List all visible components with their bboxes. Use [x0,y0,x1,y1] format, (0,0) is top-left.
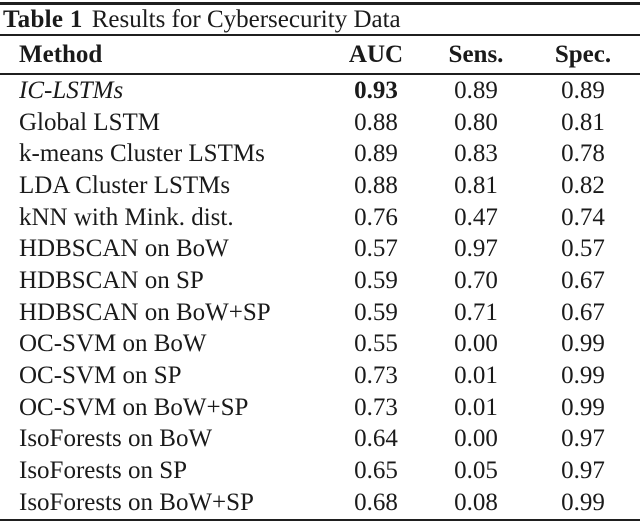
spec-cell: 0.82 [561,171,605,199]
method-cell: OC-SVM on BoW+SP [19,393,249,421]
table-bottom-rule [0,518,640,521]
sens-cell: 0.81 [454,171,498,199]
table-row: OC-SVM on BoW 0.55 0.00 0.99 [0,329,640,361]
sens-cell: 0.97 [454,235,498,263]
table-row: HDBSCAN on BoW 0.57 0.97 0.57 [0,233,640,265]
sens-cell: 0.00 [454,425,498,453]
method-cell: IsoForests on BoW+SP [19,488,254,516]
table-header-row: Method AUC Sens. Spec. [0,36,640,73]
sens-cell: 0.05 [454,457,498,485]
sens-cell: 0.71 [454,298,498,326]
table-row: IsoForests on BoW+SP 0.68 0.08 0.99 [0,487,640,519]
spec-cell: 0.99 [561,330,605,358]
caption-label: Table 1 [3,5,83,33]
method-cell: LDA Cluster LSTMs [19,171,231,199]
sens-cell: 0.01 [454,362,498,390]
auc-cell: 0.73 [354,393,398,421]
table-row: kNN with Mink. dist. 0.76 0.47 0.74 [0,202,640,234]
spec-cell: 0.67 [561,266,605,294]
method-cell: OC-SVM on SP [19,362,182,390]
sens-cell: 0.83 [454,140,498,168]
table-row: LDA Cluster LSTMs 0.88 0.81 0.82 [0,170,640,202]
table-row: OC-SVM on BoW+SP 0.73 0.01 0.99 [0,392,640,424]
caption-divider-rule [0,34,640,36]
auc-cell: 0.93 [354,76,398,104]
auc-cell: 0.76 [354,203,398,231]
auc-cell: 0.88 [354,108,398,136]
spec-cell: 0.81 [561,108,605,136]
table-row: Global LSTM 0.88 0.80 0.81 [0,107,640,139]
column-header-auc: AUC [348,40,404,68]
method-cell: kNN with Mink. dist. [19,203,234,231]
spec-cell: 0.97 [561,457,605,485]
spec-cell: 0.97 [561,425,605,453]
spec-cell: 0.99 [561,362,605,390]
auc-cell: 0.65 [354,457,398,485]
spec-cell: 0.99 [561,488,605,516]
sens-cell: 0.89 [454,76,498,104]
method-cell: HDBSCAN on BoW [19,235,229,263]
caption-text: Results for Cybersecurity Data [91,5,401,33]
column-header-spec: Spec. [554,40,612,68]
method-cell: HDBSCAN on SP [19,266,204,294]
method-cell: Global LSTM [19,108,160,136]
method-cell: IsoForests on BoW [19,425,213,453]
spec-cell: 0.99 [561,393,605,421]
method-cell: OC-SVM on BoW [19,330,207,358]
auc-cell: 0.59 [354,266,398,294]
table-row: OC-SVM on SP 0.73 0.01 0.99 [0,360,640,392]
sens-cell: 0.00 [454,330,498,358]
spec-cell: 0.89 [561,76,605,104]
table-row: HDBSCAN on BoW+SP 0.59 0.71 0.67 [0,297,640,329]
auc-cell: 0.89 [354,140,398,168]
auc-cell: 0.57 [354,235,398,263]
auc-cell: 0.64 [354,425,398,453]
auc-cell: 0.55 [354,330,398,358]
column-header-sens: Sens. [448,40,504,68]
table-row: HDBSCAN on SP 0.59 0.70 0.67 [0,265,640,297]
sens-cell: 0.70 [454,266,498,294]
spec-cell: 0.57 [561,235,605,263]
spec-cell: 0.67 [561,298,605,326]
spec-cell: 0.74 [561,203,605,231]
sens-cell: 0.47 [454,203,498,231]
table-caption: Table 1 Results for Cybersecurity Data [0,5,640,34]
table-top-rule [0,2,640,5]
table-row: k-means Cluster LSTMs 0.89 0.83 0.78 [0,138,640,170]
table-body: IC-LSTMs 0.93 0.89 0.89 Global LSTM 0.88… [0,75,640,519]
method-cell: k-means Cluster LSTMs [19,140,265,168]
method-cell: HDBSCAN on BoW+SP [19,298,271,326]
sens-cell: 0.80 [454,108,498,136]
table-row: IC-LSTMs 0.93 0.89 0.89 [0,75,640,107]
header-divider-rule [0,73,640,75]
spec-cell: 0.78 [561,140,605,168]
table-row: IsoForests on BoW 0.64 0.00 0.97 [0,424,640,456]
method-cell: IsoForests on SP [19,457,188,485]
column-header-method: Method [19,40,103,68]
auc-cell: 0.88 [354,171,398,199]
auc-cell: 0.73 [354,362,398,390]
method-cell: IC-LSTMs [19,76,124,104]
sens-cell: 0.08 [454,488,498,516]
sens-cell: 0.01 [454,393,498,421]
auc-cell: 0.59 [354,298,398,326]
table-row: IsoForests on SP 0.65 0.05 0.97 [0,455,640,487]
auc-cell: 0.68 [354,488,398,516]
